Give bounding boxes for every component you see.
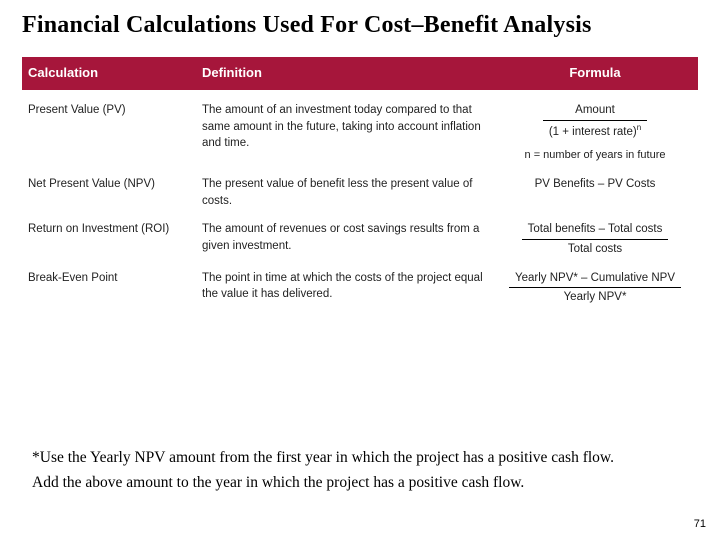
fraction-den: Total costs [522,239,669,258]
cell-formula-pv: Amount (1 + interest rate)n n = number o… [492,102,698,164]
table-row: Present Value (PV) The amount of an inve… [22,90,698,164]
footnote-line-2: Add the above amount to the year in whic… [32,473,688,494]
slide-title: Financial Calculations Used For Cost–Ben… [22,12,698,39]
den-sup: n [637,123,641,132]
den-text: (1 + interest rate) [549,126,637,138]
cell-formula-bep: Yearly NPV* – Cumulative NPV Yearly NPV* [492,270,698,306]
fraction-den: Yearly NPV* [509,287,681,306]
fraction-bep: Yearly NPV* – Cumulative NPV Yearly NPV* [509,270,681,306]
fraction-num: Yearly NPV* – Cumulative NPV [509,270,681,288]
col-header-definition: Definition [202,65,492,80]
footnote-line-1: *Use the Yearly NPV amount from the firs… [32,448,688,469]
formula-subnote-pv: n = number of years in future [492,148,698,164]
slide: Financial Calculations Used For Cost–Ben… [0,0,720,540]
cell-def-pv: The amount of an investment today compar… [202,102,492,164]
fraction-num: Total benefits – Total costs [522,221,669,239]
col-header-calculation: Calculation [22,65,202,80]
fraction-num: Amount [543,102,647,120]
fraction-roi: Total benefits – Total costs Total costs [522,221,669,257]
table-row: Break-Even Point The point in time at wh… [22,258,698,306]
page-number: 71 [694,518,706,530]
cell-calc-pv: Present Value (PV) [22,102,202,164]
cell-def-npv: The present value of benefit less the pr… [202,176,492,209]
cell-formula-roi: Total benefits – Total costs Total costs [492,221,698,257]
table-row: Return on Investment (ROI) The amount of… [22,209,698,257]
fraction-den: (1 + interest rate)n [543,120,647,141]
col-header-formula: Formula [492,65,698,80]
table-row: Net Present Value (NPV) The present valu… [22,164,698,209]
cell-def-roi: The amount of revenues or cost savings r… [202,221,492,257]
cell-calc-npv: Net Present Value (NPV) [22,176,202,209]
cell-formula-npv: PV Benefits – PV Costs [492,176,698,209]
cell-calc-roi: Return on Investment (ROI) [22,221,202,257]
footnotes: *Use the Yearly NPV amount from the firs… [32,448,688,498]
cell-def-bep: The point in time at which the costs of … [202,270,492,306]
cell-calc-bep: Break-Even Point [22,270,202,306]
fraction-pv: Amount (1 + interest rate)n [543,102,647,140]
calculations-table: Calculation Definition Formula Present V… [22,57,698,306]
table-header-row: Calculation Definition Formula [22,57,698,90]
